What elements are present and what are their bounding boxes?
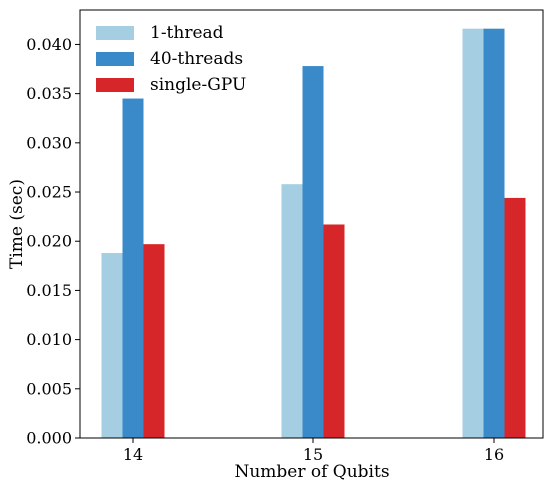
- y-tick-label: 0.040: [26, 35, 72, 54]
- plot-frame: [79, 9, 544, 439]
- bar-1-thread-15: [281, 184, 303, 438]
- bar-40-threads-14: [122, 98, 144, 438]
- y-tick-label: 0.020: [26, 232, 72, 251]
- y-axis-label: Time (sec): [7, 179, 27, 269]
- y-tick-label: 0.030: [26, 133, 72, 152]
- x-axis: 14 15 16: [123, 438, 504, 464]
- legend: 1-thread 40-threads single-GPU: [96, 23, 246, 95]
- x-tick-label: 15: [303, 445, 323, 464]
- legend-swatch: [96, 78, 134, 92]
- bar-1-thread-14: [101, 253, 123, 438]
- legend-swatch: [96, 26, 134, 40]
- bar-40-threads-15: [302, 66, 324, 438]
- x-tick-label: 16: [484, 445, 504, 464]
- y-tick-label: 0.025: [26, 183, 72, 202]
- x-axis-label: Number of Qubits: [234, 462, 389, 482]
- bar-single-gpu-15: [323, 224, 345, 438]
- bar-40-threads-16: [483, 28, 505, 439]
- y-tick-label: 0.005: [26, 379, 72, 398]
- bar-single-gpu-14: [143, 244, 165, 438]
- bar-single-gpu-16: [504, 197, 526, 438]
- x-tick-label: 14: [123, 445, 143, 464]
- legend-swatch: [96, 52, 134, 66]
- legend-label: single-GPU: [150, 75, 246, 95]
- legend-label: 40-threads: [150, 49, 243, 69]
- y-axis: 0.000 0.005 0.010 0.015 0.020 0.025 0.030 0.035…: [26, 35, 80, 448]
- y-tick-label: 0.035: [26, 84, 72, 103]
- y-tick-label: 0.015: [26, 281, 72, 300]
- bar-1-thread-16: [462, 28, 484, 439]
- legend-label: 1-thread: [150, 23, 224, 43]
- y-tick-label: 0.010: [26, 330, 72, 349]
- y-tick-label: 0.000: [26, 429, 72, 448]
- bars-group: [101, 28, 526, 439]
